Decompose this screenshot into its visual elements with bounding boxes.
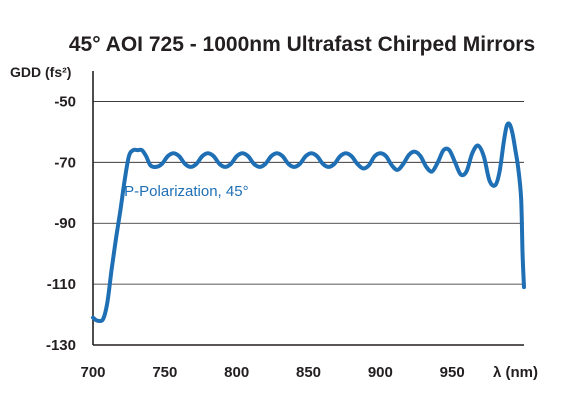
y-tick-label: -90 bbox=[54, 215, 76, 232]
y-axis-label: GDD (fs²) bbox=[10, 64, 71, 80]
series-line bbox=[91, 121, 526, 324]
x-tick-label: 950 bbox=[440, 364, 465, 381]
x-tick-label: 700 bbox=[80, 364, 105, 381]
axes bbox=[92, 71, 524, 346]
y-tick-label: -50 bbox=[54, 93, 76, 110]
series-label: P-Polarization, 45° bbox=[124, 183, 248, 200]
x-tick-label: 850 bbox=[296, 364, 321, 381]
x-axis-label: λ (nm) bbox=[493, 364, 538, 381]
y-tick-label: -70 bbox=[54, 154, 76, 171]
y-tick-label: -130 bbox=[46, 337, 76, 354]
chart-title: 45° AOI 725 - 1000nm Ultrafast Chirped M… bbox=[69, 33, 535, 56]
y-tick-label: -110 bbox=[47, 276, 76, 293]
x-tick-label: 750 bbox=[152, 364, 177, 381]
x-tick-label: 800 bbox=[224, 364, 249, 381]
series-layer bbox=[91, 121, 526, 324]
annotations: P-Polarization, 45° bbox=[124, 183, 248, 200]
x-tick-label: 900 bbox=[368, 364, 393, 381]
